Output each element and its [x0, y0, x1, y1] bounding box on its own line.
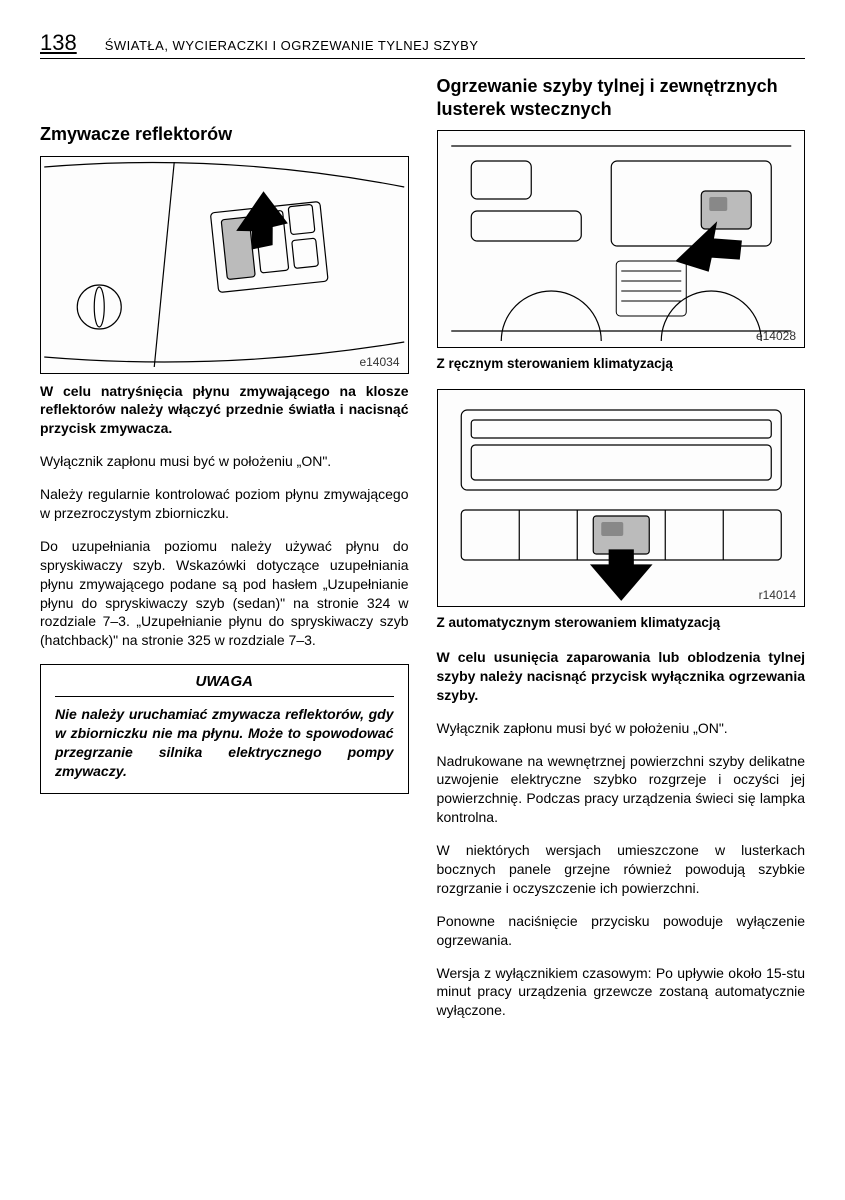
caption-auto: Z automatycznym sterowaniem klimatyzacją: [437, 615, 806, 630]
dashboard-illustration-3: [438, 390, 805, 606]
figure-defogger-manual: e14028: [437, 130, 806, 348]
left-column: Zmywacze reflektorów: [40, 79, 409, 1034]
right-column: Ogrzewanie szyby tylnej i zewnętrznych l…: [437, 79, 806, 1034]
figure-headlight-washer: e14034: [40, 156, 409, 374]
figure-defogger-auto: r14014: [437, 389, 806, 607]
chapter-title: ŚWIATŁA, WYCIERACZKI I OGRZEWANIE TYLNEJ…: [105, 38, 479, 53]
right-p6: Wersja z wyłącznikiem czasowym: Po upływ…: [437, 964, 806, 1021]
dashboard-illustration-1: [41, 157, 408, 373]
right-p1: W celu usunięcia zaparowania lub oblodze…: [437, 648, 806, 705]
caption-manual: Z ręcznym sterowaniem klimatyzacją: [437, 356, 806, 371]
notice-box: UWAGA Nie należy uruchamiać zmywacza ref…: [40, 664, 409, 794]
content-columns: Zmywacze reflektorów: [40, 79, 805, 1034]
page-number: 138: [40, 30, 77, 56]
left-p3: Należy regularnie kontrolować poziom pły…: [40, 485, 409, 523]
left-heading: Zmywacze reflektorów: [40, 123, 409, 146]
right-p3: Nadrukowane na wewnętrznej powierzchni s…: [437, 752, 806, 828]
notice-body: Nie należy uruchamiać zmywacza reflektor…: [55, 705, 394, 781]
figure-code: e14028: [756, 329, 796, 343]
dashboard-illustration-2: [438, 131, 805, 347]
page-header: 138 ŚWIATŁA, WYCIERACZKI I OGRZEWANIE TY…: [40, 30, 805, 59]
figure-code: e14034: [359, 355, 399, 369]
right-p4: W niektórych wersjach umieszczone w lust…: [437, 841, 806, 898]
right-p2: Wyłącznik zapłonu musi być w położeniu „…: [437, 719, 806, 738]
left-p2: Wyłącznik zapłonu musi być w położeniu „…: [40, 452, 409, 471]
right-p5: Ponowne naciśnięcie przycisku powoduje w…: [437, 912, 806, 950]
figure-code: r14014: [759, 588, 796, 602]
left-p4: Do uzupełniania poziomu należy używać pł…: [40, 537, 409, 650]
notice-title: UWAGA: [55, 673, 394, 697]
left-p1: W celu natryśnięcia płynu zmywającego na…: [40, 382, 409, 439]
right-heading: Ogrzewanie szyby tylnej i zewnętrznych l…: [437, 75, 806, 120]
